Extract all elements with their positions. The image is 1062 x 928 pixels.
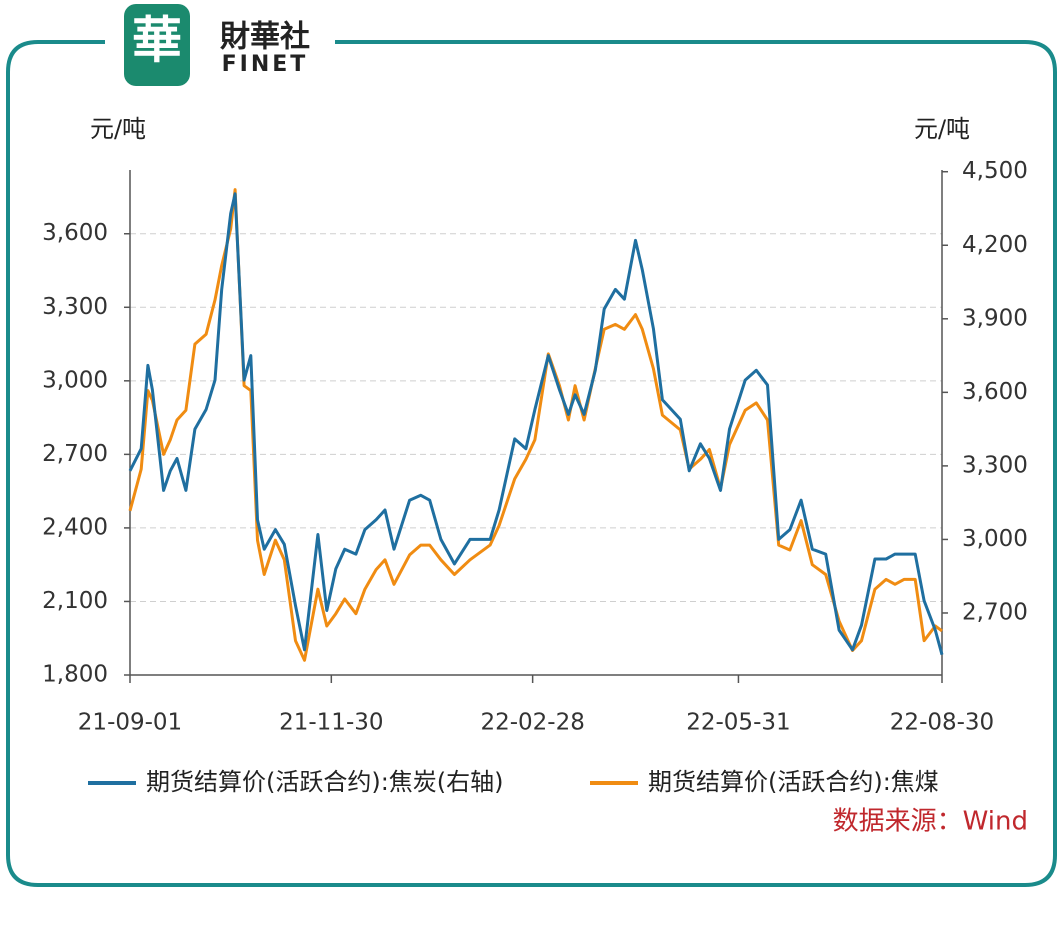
legend-label: 期货结算价(活跃合约):焦煤: [648, 768, 939, 796]
x-tick-label: 22-05-31: [686, 710, 790, 736]
logo-badge: [124, 4, 190, 86]
y-axis-label: 元/吨: [90, 115, 146, 143]
x-tick-label: 21-09-01: [78, 710, 182, 736]
logo-mark: 華: [132, 12, 182, 70]
y2-tick-label: 3,900: [962, 305, 1028, 331]
frame: [6, 40, 1057, 887]
y2-tick-label: 4,200: [962, 232, 1028, 258]
series-line: [128, 188, 943, 662]
y-tick-label: 2,700: [42, 441, 108, 467]
y-tick-label: 3,600: [42, 220, 108, 246]
legend-label: 期货结算价(活跃合约):焦炭(右轴): [146, 768, 504, 796]
y2-tick-label: 3,600: [962, 379, 1028, 405]
y2-tick-label: 2,700: [962, 599, 1028, 625]
source-note: 数据来源：Wind: [833, 807, 1028, 837]
y-tick-label: 2,400: [42, 514, 108, 540]
y-tick-label: 3,000: [42, 367, 108, 393]
x-tick-label: 21-11-30: [279, 710, 383, 736]
y-tick-label: 1,800: [42, 662, 108, 688]
logo-sub: FINET: [222, 52, 309, 77]
y2-axis-label: 元/吨: [914, 115, 970, 143]
y-tick-label: 2,100: [42, 588, 108, 614]
y-tick-label: 3,300: [42, 294, 108, 320]
y2-tick-label: 3,300: [962, 452, 1028, 478]
x-tick-label: 22-08-30: [890, 710, 994, 736]
y2-tick-label: 4,500: [962, 158, 1028, 184]
series-line: [128, 192, 944, 656]
x-tick-label: 22-02-28: [480, 710, 584, 736]
y2-tick-label: 3,000: [962, 526, 1028, 552]
logo-name: 財華社: [220, 20, 310, 55]
